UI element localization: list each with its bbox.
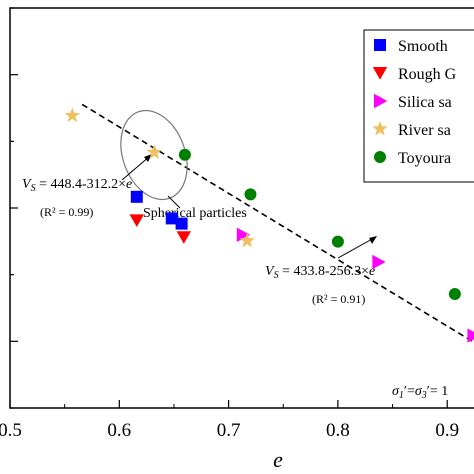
point-silica-sa bbox=[467, 328, 474, 343]
eq1-text: VS = 448.4-312.2×e bbox=[22, 177, 132, 194]
eq2-r2: (R² = 0.91) bbox=[312, 292, 365, 306]
legend-label-rough-g: Rough G bbox=[398, 66, 457, 83]
x-axis-tick-labels: 0.5 0.6 0.7 0.8 0.9 bbox=[0, 420, 459, 441]
legend-marker-silica-sa bbox=[374, 93, 388, 109]
ellipse-label: Spherical particles bbox=[143, 206, 247, 221]
x-tick-label: 0.8 bbox=[326, 420, 350, 441]
x-tick-label: 0.9 bbox=[435, 420, 459, 441]
point-smooth bbox=[175, 217, 188, 230]
legend-label-silica-sa: Silica sa bbox=[398, 94, 452, 111]
x-tick-label: 0.6 bbox=[107, 420, 131, 441]
x-axis-ticks bbox=[9, 400, 448, 408]
x-axis-title: e bbox=[273, 447, 283, 472]
ellipse-label-leader bbox=[167, 195, 181, 209]
point-river-sa bbox=[146, 144, 162, 159]
eq1-leader bbox=[121, 155, 151, 181]
point-silica-sa bbox=[372, 254, 386, 270]
x-tick-label: 0.7 bbox=[217, 420, 241, 441]
legend-label-smooth: Smooth bbox=[398, 38, 448, 55]
eq2-arrowhead bbox=[369, 236, 377, 244]
point-smooth bbox=[165, 212, 178, 225]
stress-text: σ1′=σ3′= 1 bbox=[392, 384, 448, 401]
legend-marker-smooth bbox=[374, 39, 386, 51]
fit-line bbox=[81, 103, 474, 344]
point-toyoura bbox=[331, 235, 344, 248]
point-toyoura bbox=[178, 148, 191, 161]
legend-marker-river-sa bbox=[372, 120, 388, 136]
legend-marker-rough-g bbox=[372, 67, 388, 80]
point-river-sa bbox=[64, 107, 80, 123]
data-points bbox=[64, 107, 474, 343]
point-river-sa bbox=[239, 232, 255, 248]
point-toyoura bbox=[244, 188, 257, 201]
eq2-text: VS = 433.8-256.3×e bbox=[265, 264, 375, 281]
eq1-arrowhead bbox=[144, 154, 152, 162]
x-tick-label: 0.5 bbox=[0, 420, 22, 441]
point-smooth bbox=[130, 190, 143, 203]
point-rough-g bbox=[176, 231, 191, 244]
eq1-r2: (R² = 0.99) bbox=[40, 205, 93, 219]
eq2-leader bbox=[337, 237, 375, 259]
point-rough-g bbox=[129, 214, 144, 227]
legend-marker-toyoura bbox=[374, 151, 386, 163]
point-toyoura bbox=[448, 288, 461, 300]
y-axis-ticks bbox=[10, 7, 18, 409]
legend-label-river-sa: River sa bbox=[398, 122, 451, 139]
legend-label-toyoura: Toyoura bbox=[398, 150, 451, 167]
legend: Smooth Rough G Silica sa River sa Toyoura bbox=[363, 29, 474, 183]
